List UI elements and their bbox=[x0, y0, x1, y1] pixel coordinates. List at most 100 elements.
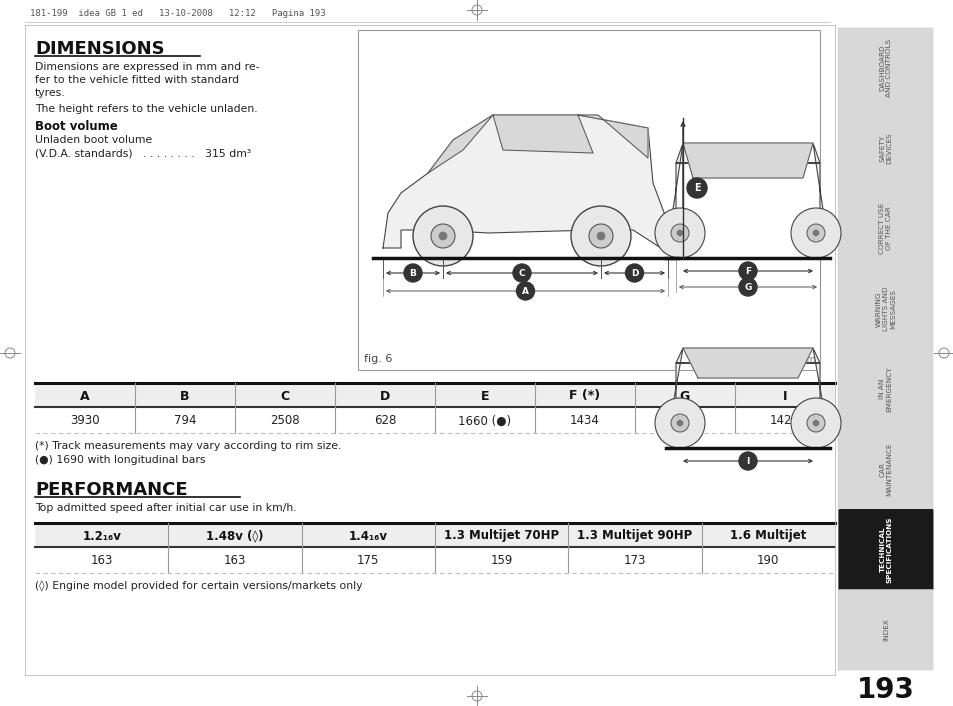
Circle shape bbox=[571, 206, 630, 266]
Text: 794: 794 bbox=[173, 414, 196, 428]
Text: C: C bbox=[518, 268, 525, 277]
Text: B: B bbox=[409, 268, 416, 277]
Text: fig. 6: fig. 6 bbox=[364, 354, 392, 364]
Text: 1.6 Multijet: 1.6 Multijet bbox=[729, 530, 805, 542]
Text: 1.2₁₆v: 1.2₁₆v bbox=[82, 530, 121, 542]
Circle shape bbox=[597, 232, 604, 240]
Text: (◊) Engine model provided for certain versions/markets only: (◊) Engine model provided for certain ve… bbox=[35, 581, 362, 592]
Circle shape bbox=[677, 230, 682, 236]
Text: B: B bbox=[180, 390, 190, 402]
Text: D: D bbox=[379, 390, 390, 402]
Text: PERFORMANCE: PERFORMANCE bbox=[35, 481, 188, 499]
Text: fer to the vehicle fitted with standard: fer to the vehicle fitted with standard bbox=[35, 75, 239, 85]
Text: E: E bbox=[480, 390, 489, 402]
Text: IN AN
EMERGENCY: IN AN EMERGENCY bbox=[879, 366, 892, 412]
FancyBboxPatch shape bbox=[838, 108, 933, 189]
FancyBboxPatch shape bbox=[838, 349, 933, 430]
Bar bbox=[35, 383, 834, 407]
Text: 1698: 1698 bbox=[669, 414, 700, 428]
Circle shape bbox=[790, 208, 841, 258]
Bar bbox=[35, 523, 834, 547]
Circle shape bbox=[413, 206, 473, 266]
Circle shape bbox=[431, 224, 455, 248]
Text: WARNING
LIGHTS AND
MESSAGES: WARNING LIGHTS AND MESSAGES bbox=[875, 287, 895, 331]
Text: G: G bbox=[743, 282, 751, 292]
Polygon shape bbox=[493, 115, 593, 153]
Text: 1434: 1434 bbox=[570, 414, 599, 428]
Text: 175: 175 bbox=[356, 554, 379, 568]
Text: SAFETY
DEVICES: SAFETY DEVICES bbox=[879, 133, 892, 164]
Text: Unladen boot volume: Unladen boot volume bbox=[35, 135, 152, 145]
Circle shape bbox=[806, 414, 824, 432]
Circle shape bbox=[670, 414, 688, 432]
FancyBboxPatch shape bbox=[838, 188, 933, 269]
FancyBboxPatch shape bbox=[838, 590, 933, 671]
Circle shape bbox=[625, 264, 643, 282]
Text: 628: 628 bbox=[374, 414, 395, 428]
Circle shape bbox=[812, 420, 818, 426]
Text: 1.3 Multijet 70HP: 1.3 Multijet 70HP bbox=[444, 530, 558, 542]
Text: CAR
MAINTENANCE: CAR MAINTENANCE bbox=[879, 443, 892, 496]
Polygon shape bbox=[682, 143, 812, 178]
Text: (*) Track measurements may vary according to rim size.: (*) Track measurements may vary accordin… bbox=[35, 441, 341, 451]
Text: Dimensions are expressed in mm and re-: Dimensions are expressed in mm and re- bbox=[35, 62, 259, 72]
Text: 1.3 Multijet 90HP: 1.3 Multijet 90HP bbox=[577, 530, 692, 542]
Text: F0H0301m: F0H0301m bbox=[766, 355, 815, 364]
Text: 193: 193 bbox=[856, 676, 914, 704]
Circle shape bbox=[588, 224, 613, 248]
Text: 163: 163 bbox=[91, 554, 112, 568]
Text: DASHBOARD
AND CONTROLS: DASHBOARD AND CONTROLS bbox=[879, 39, 892, 97]
Text: DIMENSIONS: DIMENSIONS bbox=[35, 40, 165, 58]
Text: 190: 190 bbox=[757, 554, 779, 568]
Text: 173: 173 bbox=[623, 554, 645, 568]
Polygon shape bbox=[667, 143, 827, 243]
Text: 1424: 1424 bbox=[769, 414, 800, 428]
Text: C: C bbox=[280, 390, 290, 402]
Text: Top admitted speed after initial car use in km/h.: Top admitted speed after initial car use… bbox=[35, 503, 296, 513]
Circle shape bbox=[790, 398, 841, 448]
Polygon shape bbox=[682, 348, 812, 378]
Text: A: A bbox=[521, 287, 529, 296]
Text: I: I bbox=[745, 457, 749, 465]
Polygon shape bbox=[382, 115, 667, 250]
Text: (●) 1690 with longitudinal bars: (●) 1690 with longitudinal bars bbox=[35, 455, 205, 465]
Text: A: A bbox=[80, 390, 90, 402]
Circle shape bbox=[677, 420, 682, 426]
FancyBboxPatch shape bbox=[838, 429, 933, 510]
Circle shape bbox=[516, 282, 534, 300]
Text: F (*): F (*) bbox=[569, 390, 600, 402]
Circle shape bbox=[739, 262, 757, 280]
Text: D: D bbox=[630, 268, 638, 277]
Circle shape bbox=[739, 278, 757, 296]
Text: 1.48v (◊): 1.48v (◊) bbox=[206, 530, 263, 542]
Text: 1660 (●): 1660 (●) bbox=[458, 414, 511, 428]
Text: The height refers to the vehicle unladen.: The height refers to the vehicle unladen… bbox=[35, 104, 257, 114]
Text: 181-199  idea GB 1 ed   13-10-2008   12:12   Pagina 193: 181-199 idea GB 1 ed 13-10-2008 12:12 Pa… bbox=[30, 8, 325, 18]
Text: I: I bbox=[781, 390, 786, 402]
Polygon shape bbox=[667, 348, 827, 433]
Circle shape bbox=[655, 398, 704, 448]
Text: E: E bbox=[693, 183, 700, 193]
Text: F: F bbox=[744, 266, 750, 275]
Circle shape bbox=[739, 452, 757, 470]
Text: G: G bbox=[679, 390, 689, 402]
Circle shape bbox=[438, 232, 447, 240]
Text: 2508: 2508 bbox=[270, 414, 299, 428]
Circle shape bbox=[670, 224, 688, 242]
Text: tyres.: tyres. bbox=[35, 88, 66, 98]
Text: 159: 159 bbox=[490, 554, 513, 568]
Text: Boot volume: Boot volume bbox=[35, 120, 117, 133]
Circle shape bbox=[686, 178, 706, 198]
Text: 163: 163 bbox=[224, 554, 246, 568]
Text: 3930: 3930 bbox=[71, 414, 100, 428]
Text: 1.4₁₆v: 1.4₁₆v bbox=[349, 530, 388, 542]
FancyBboxPatch shape bbox=[838, 28, 933, 109]
Circle shape bbox=[806, 224, 824, 242]
Bar bbox=[357, 30, 820, 370]
FancyBboxPatch shape bbox=[838, 509, 933, 590]
Polygon shape bbox=[578, 115, 647, 158]
FancyBboxPatch shape bbox=[838, 268, 933, 349]
Circle shape bbox=[655, 208, 704, 258]
Text: CORRECT USE
OF THE CAR: CORRECT USE OF THE CAR bbox=[879, 203, 892, 254]
Text: INDEX: INDEX bbox=[882, 618, 888, 641]
